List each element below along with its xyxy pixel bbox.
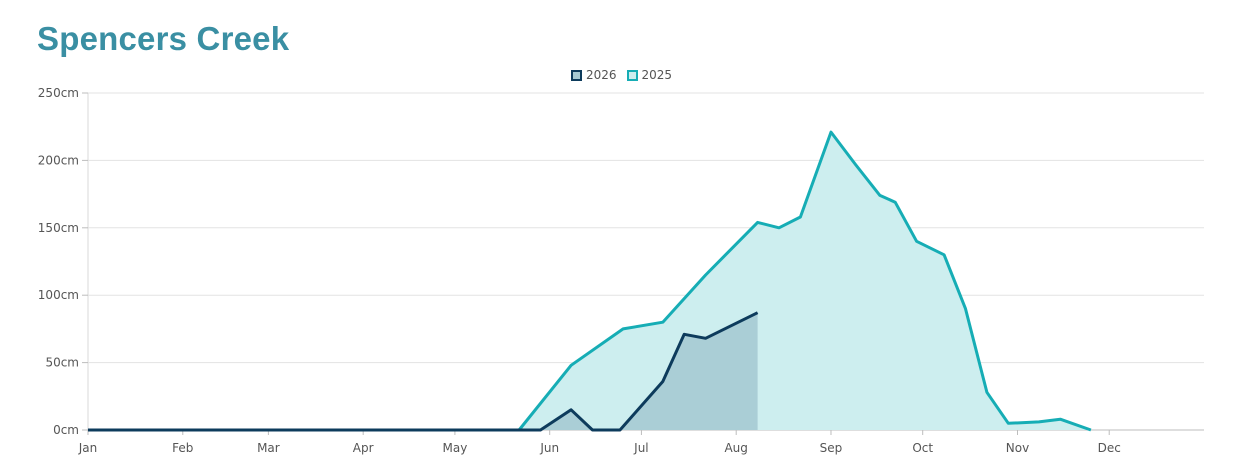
legend-swatch-2025 bbox=[626, 69, 638, 81]
x-tick-label: Sep bbox=[820, 441, 843, 455]
series-line-2026[interactable] bbox=[88, 311, 759, 432]
y-tick-label: 250cm bbox=[38, 86, 79, 100]
legend-swatch-2026 bbox=[570, 69, 582, 81]
series-areas bbox=[88, 132, 1091, 430]
legend-label-2025: 2025 bbox=[641, 68, 673, 82]
series-area-2026 bbox=[88, 312, 758, 430]
x-tick-label: Jan bbox=[78, 441, 98, 455]
x-tick-label: Dec bbox=[1098, 441, 1121, 455]
x-tick-label: Apr bbox=[353, 441, 374, 455]
y-tick-label: 50cm bbox=[45, 356, 79, 370]
x-tick-label: Jul bbox=[633, 441, 648, 455]
x-axis-ticks: Jan Feb Mar Apr May Jun Jul Aug Sep Oct Nov Dec bbox=[78, 441, 1121, 455]
legend-item-2026[interactable]: 2026 bbox=[570, 68, 617, 82]
legend-item-2025[interactable]: 2025 bbox=[626, 68, 673, 82]
x-tick-label: Aug bbox=[724, 441, 747, 455]
y-axis-ticks: 0cm 50cm 100cm 150cm 200cm 250cm bbox=[38, 86, 79, 437]
series-area-2025 bbox=[88, 132, 1091, 430]
x-tick-label: May bbox=[442, 441, 467, 455]
x-tick-label: Nov bbox=[1006, 441, 1029, 455]
y-tick-label: 0cm bbox=[53, 423, 79, 437]
x-tick-label: Feb bbox=[172, 441, 193, 455]
y-tick-label: 100cm bbox=[38, 288, 79, 302]
chart-title: Spencers Creek bbox=[37, 20, 290, 57]
y-tick-label: 150cm bbox=[38, 221, 79, 235]
y-tick-label: 200cm bbox=[38, 153, 79, 167]
x-tick-label: Mar bbox=[257, 441, 280, 455]
series-line-2025[interactable] bbox=[88, 130, 1092, 432]
x-tick-label: Jun bbox=[539, 441, 559, 455]
chart-legend: 2026 2025 bbox=[0, 68, 1243, 82]
legend-label-2026: 2026 bbox=[585, 68, 617, 82]
x-tick-label: Oct bbox=[912, 441, 933, 455]
series-lines bbox=[88, 130, 1092, 432]
